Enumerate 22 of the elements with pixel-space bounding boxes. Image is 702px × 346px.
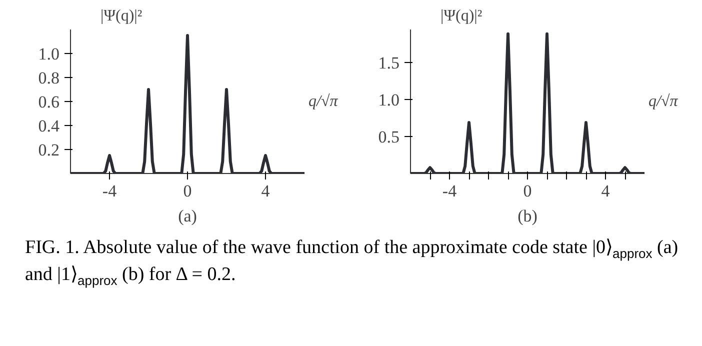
x-axis-title: q/√π: [648, 93, 679, 110]
x-tick-label: 4: [601, 182, 610, 200]
x-tick-label: -4: [442, 182, 458, 200]
y-tick-label: 0.2: [38, 140, 60, 160]
text: FIG. 1. Absolute value of the wave function of the approximate code state |0⟩$_{approx}$ (a) and |1⟩$_{approx}$ (b) for Δ = 0.2.: [25, 237, 678, 288]
x-tick-label: 4: [261, 182, 270, 200]
x-tick-label: -4: [102, 182, 118, 200]
y-tick-label: 0.8: [38, 68, 60, 88]
text: (a): [178, 206, 197, 226]
y-tick-label: 0.5: [378, 128, 400, 147]
y-tick-label: 0.4: [38, 116, 60, 136]
y-axis-title: |Ψ(q)|²: [440, 8, 482, 24]
x-tick-label: 0: [183, 182, 192, 200]
x-tick-label: 0: [523, 182, 532, 200]
y-tick-label: 1.0: [38, 44, 60, 64]
y-axis-title: |Ψ(q)|²: [100, 8, 142, 24]
x-axis-title: q/√π: [308, 93, 339, 110]
y-tick-label: 1.0: [378, 90, 400, 110]
y-tick-label: 1.5: [378, 54, 400, 73]
y-tick-label: 0.6: [38, 92, 60, 112]
line-series: [410, 32, 644, 174]
text: (b): [518, 206, 538, 226]
